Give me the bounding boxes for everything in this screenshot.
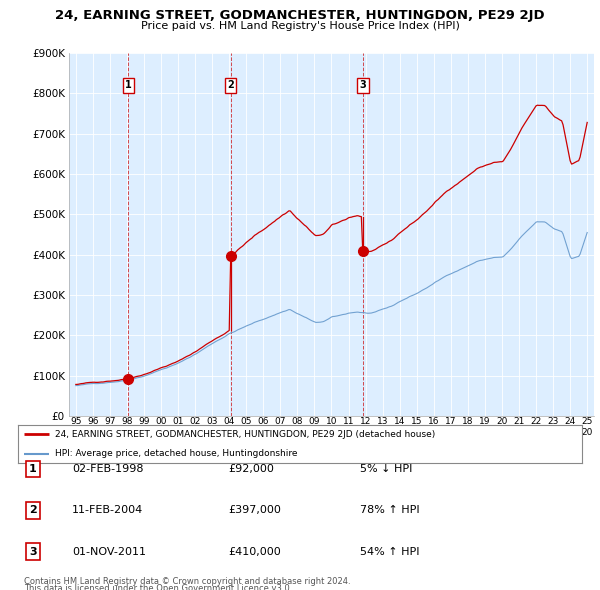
Text: 1: 1 [29,464,37,474]
Text: HPI: Average price, detached house, Huntingdonshire: HPI: Average price, detached house, Hunt… [55,449,297,458]
Text: 3: 3 [359,80,366,90]
Text: £397,000: £397,000 [228,506,281,515]
Text: 2: 2 [227,80,234,90]
Text: 54% ↑ HPI: 54% ↑ HPI [360,547,419,556]
Text: 5% ↓ HPI: 5% ↓ HPI [360,464,412,474]
Text: 78% ↑ HPI: 78% ↑ HPI [360,506,419,515]
Text: 3: 3 [29,547,37,556]
Text: 2: 2 [29,506,37,515]
Text: Price paid vs. HM Land Registry's House Price Index (HPI): Price paid vs. HM Land Registry's House … [140,21,460,31]
Text: 24, EARNING STREET, GODMANCHESTER, HUNTINGDON, PE29 2JD (detached house): 24, EARNING STREET, GODMANCHESTER, HUNTI… [55,430,435,439]
Text: 24, EARNING STREET, GODMANCHESTER, HUNTINGDON, PE29 2JD: 24, EARNING STREET, GODMANCHESTER, HUNTI… [55,9,545,22]
Text: This data is licensed under the Open Government Licence v3.0.: This data is licensed under the Open Gov… [24,584,292,590]
Text: 11-FEB-2004: 11-FEB-2004 [72,506,143,515]
Text: 1: 1 [125,80,132,90]
Text: 01-NOV-2011: 01-NOV-2011 [72,547,146,556]
Text: 02-FEB-1998: 02-FEB-1998 [72,464,143,474]
Text: £410,000: £410,000 [228,547,281,556]
Text: £92,000: £92,000 [228,464,274,474]
Text: Contains HM Land Registry data © Crown copyright and database right 2024.: Contains HM Land Registry data © Crown c… [24,577,350,586]
